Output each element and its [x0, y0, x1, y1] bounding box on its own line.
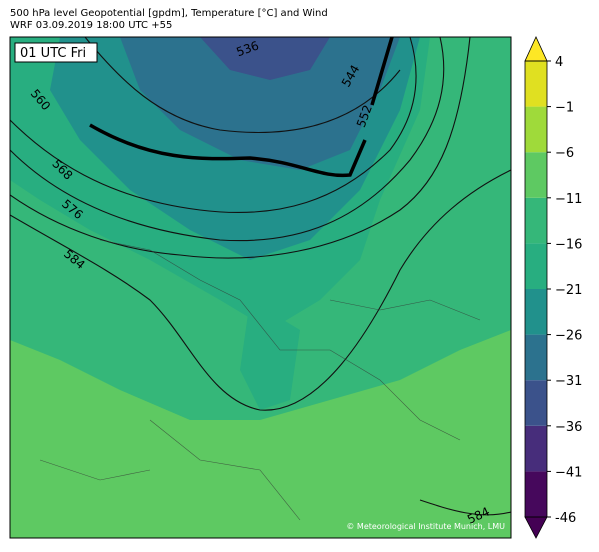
temperature-field: [200, 37, 330, 80]
colorbar-band: [525, 152, 547, 198]
temperature-field: [240, 300, 300, 410]
time-label: 01 UTC Fri: [20, 46, 86, 61]
colorbar-tick-label: −36: [555, 420, 582, 435]
colorbar-tick-label: −26: [555, 329, 582, 344]
colorbar-tick-label: −16: [555, 237, 582, 252]
temperature-field: [10, 330, 511, 538]
colorbar: -46 −41 −36 −31 −26 −21 −16 −11 −6 −1 4: [524, 36, 582, 539]
colorbar-band: [525, 197, 547, 244]
colorbar-tick-label: −21: [555, 283, 582, 298]
colorbar-tick-label: −1: [555, 101, 574, 116]
borders: [39, 239, 481, 521]
colorbar-extend-high: [524, 36, 548, 62]
colorbar-band: [525, 334, 547, 381]
colorbar-band: [525, 471, 547, 517]
colorbar-band: [525, 243, 547, 289]
colorbar-band: [525, 289, 547, 335]
map-frame: [9, 36, 512, 539]
time-box: [14, 42, 98, 63]
map: 536 544 552 560 568 576 584 584 01 UTC F…: [9, 36, 512, 539]
contour: [10, 169, 511, 411]
credit: © Meteorological Institute Munich, LMU: [346, 522, 505, 531]
colorbar-band: [525, 425, 547, 472]
colorbar-tick-label: 4: [555, 55, 563, 70]
temperature-field: [120, 37, 400, 170]
subtitle: WRF 03.09.2019 18:00 UTC +55: [10, 20, 172, 31]
colorbar-band: [525, 61, 547, 107]
contour: [419, 499, 511, 516]
colorbar-tick-label: −41: [555, 465, 582, 480]
contour: [10, 37, 471, 259]
colorbar-band: [525, 380, 547, 426]
colorbar-band: [525, 106, 547, 153]
contour-thick: [89, 37, 394, 178]
title: 500 hPa level Geopotential [gpdm], Tempe…: [10, 8, 328, 19]
colorbar-tick-label: −11: [555, 192, 582, 207]
colorbar-tick-label: -46: [555, 511, 576, 526]
colorbar-extend-low: [524, 516, 548, 539]
colorbar-tick-label: −31: [555, 374, 582, 389]
contour: [10, 37, 445, 242]
contour: [84, 37, 401, 133]
colorbar-tick-label: −6: [555, 146, 574, 161]
contour: [10, 37, 417, 213]
